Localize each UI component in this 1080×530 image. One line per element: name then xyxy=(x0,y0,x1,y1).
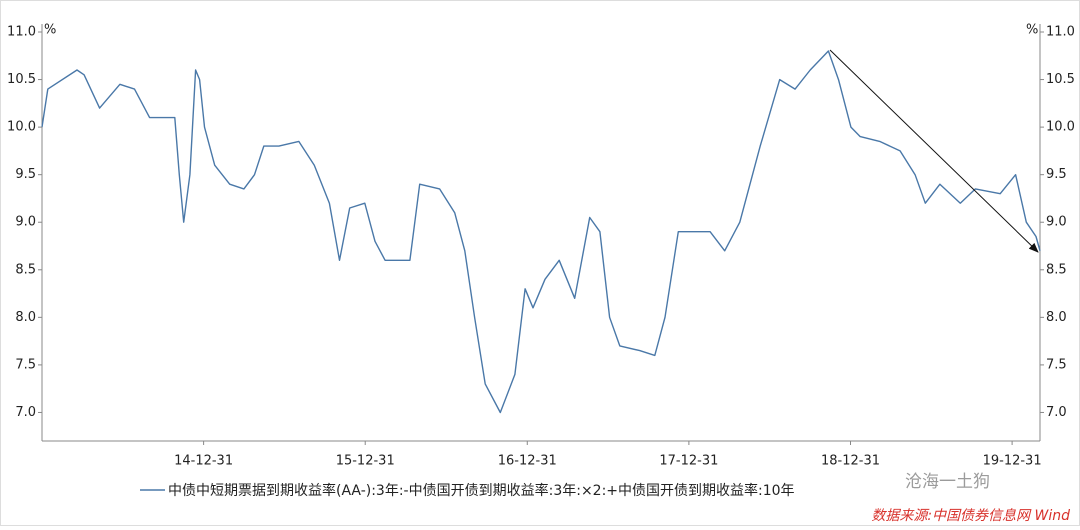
y-tick-label: 10.5 xyxy=(7,72,36,87)
y2-tick-label: 7.5 xyxy=(1046,357,1067,372)
y2-tick-label: 10.5 xyxy=(1046,72,1075,87)
y2-tick-label: 9.0 xyxy=(1046,215,1067,230)
y-tick-label: 8.5 xyxy=(15,262,36,277)
x-tick-label: 17-12-31 xyxy=(659,454,718,469)
x-tick-label: 18-12-31 xyxy=(821,454,880,469)
series-line xyxy=(41,50,1041,414)
y-tick-label: 8.0 xyxy=(15,310,36,325)
y-unit: % xyxy=(44,23,56,38)
y-tick-label: 10.0 xyxy=(7,120,36,135)
y2-tick-label: 9.5 xyxy=(1046,167,1067,182)
y-tick-label: 7.0 xyxy=(15,405,36,420)
source: 数据来源:中国债券信息网 Wind xyxy=(871,508,1070,524)
y2-unit: % xyxy=(1026,23,1038,38)
trend-arrow xyxy=(829,49,1039,253)
y-tick-label: 9.5 xyxy=(15,167,36,182)
x-tick-label: 15-12-31 xyxy=(336,454,395,469)
y2-tick-label: 8.5 xyxy=(1046,262,1067,277)
watermark: 沧海一土狗 xyxy=(905,472,990,492)
legend-label: 中债中短期票据到期收益率(AA-):3年:-中债国开债到期收益率:3年:×2:+… xyxy=(168,482,795,499)
y-tick-label: 7.5 xyxy=(15,357,36,372)
x-tick-label: 14-12-31 xyxy=(174,454,233,469)
x-tick-label: 16-12-31 xyxy=(498,454,557,469)
y-tick-label: 9.0 xyxy=(15,215,36,230)
x-tick-label: 19-12-31 xyxy=(983,454,1042,469)
y-tick-label: 11.0 xyxy=(7,25,36,40)
y2-tick-label: 8.0 xyxy=(1046,310,1067,325)
y2-tick-label: 11.0 xyxy=(1046,25,1075,40)
y2-tick-label: 10.0 xyxy=(1046,120,1075,135)
y2-tick-label: 7.0 xyxy=(1046,405,1067,420)
